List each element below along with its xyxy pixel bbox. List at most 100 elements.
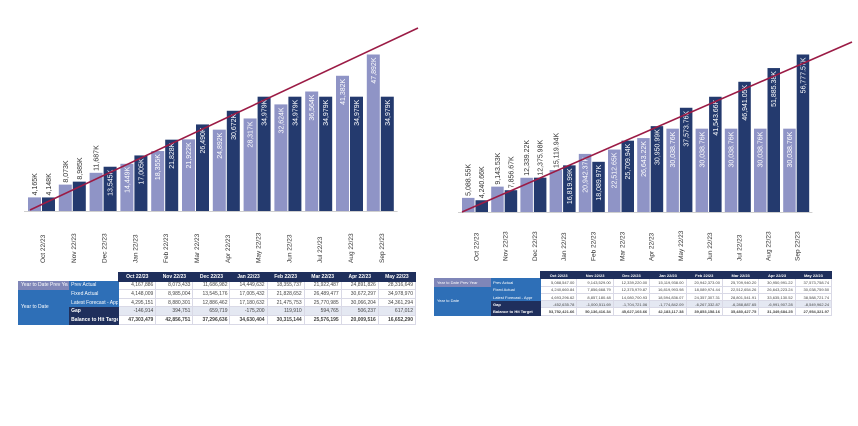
bar-label-s0-7: 30,038.76K — [670, 131, 677, 167]
bar-label-s1-7: 34,979K — [262, 99, 269, 125]
row-group-label: Year to Date — [434, 285, 491, 316]
column-header: Jan 22/23 — [229, 272, 268, 282]
bar-label-s0-8: 32,624K — [278, 107, 285, 133]
bar-s0-4 — [578, 153, 592, 212]
table-cell: 14,080,700.93 — [612, 292, 651, 302]
bar-s0-8 — [274, 104, 288, 211]
x-tick-label-1: Nov 22/23 — [503, 231, 510, 261]
table-cell: 33,635,130.52 — [758, 292, 796, 302]
table-cell: 5,088,547.00 — [539, 278, 578, 287]
row-label: Fixed Actual — [68, 289, 120, 299]
bar-s0-3 — [549, 170, 563, 212]
table-cell: -146,914 — [118, 306, 157, 316]
bar-s0-7 — [243, 118, 257, 211]
table-cell: 26,489,477 — [303, 289, 342, 299]
column-header: May 22/23 — [377, 272, 417, 282]
right-bar-chart: 5,088.55K 4,240.66K Oct 22/23 9,143.53K 7,85… — [458, 41, 853, 261]
column-header: Apr 22/23 — [340, 272, 379, 282]
bar-label-s0-3: 14,449K — [124, 166, 131, 192]
table-cell: -1,774,842.09 — [649, 300, 687, 309]
bar-s1-2 — [533, 177, 547, 212]
bar-label-s0-0: 4,165K — [32, 173, 39, 196]
table-cell: -175,200 — [229, 306, 268, 316]
bar-label-s1-7: 37,573.76K — [684, 110, 691, 146]
table-cell: 16,819,993.98 — [649, 285, 687, 294]
table-cell: 4,240,660.84 — [539, 285, 578, 294]
table-cell: 21,828,652 — [266, 289, 305, 299]
row-group-label: Year to Date Prev Year — [17, 280, 70, 291]
table-cell: 17,005,432 — [229, 289, 268, 299]
row-label: Balance to Hit Target — [68, 314, 120, 325]
table-cell: 25,770,985 — [303, 297, 342, 308]
x-tick-label-2: Dec 22/23 — [102, 233, 109, 263]
x-tick-label-9: Jul 22/23 — [317, 236, 324, 263]
x-tick-label-0: Oct 22/23 — [474, 232, 481, 261]
header-blank-cell — [491, 272, 541, 279]
bar-s1-9 — [319, 96, 333, 211]
bar-label-s0-2: 12,339.22K — [524, 140, 531, 176]
table-row: Year to Date Prev Year Prev Actual 5,088,5… — [434, 278, 833, 287]
table-cell: 21,475,753 — [266, 297, 305, 308]
bar-s1-6 — [650, 126, 664, 212]
table-row: Year to Date Fixed Actual 4,240,660.84 7,85… — [434, 285, 833, 316]
table-cell: 45,627,103.66 — [612, 307, 651, 316]
column-header: Dec 22/23 — [192, 272, 231, 282]
header-blank-cell — [69, 273, 119, 282]
table-cell: 28,801,541.91 — [721, 292, 760, 302]
row-label: Gap — [490, 300, 541, 309]
table-cell: 24,357,307.31 — [685, 292, 723, 302]
table-row: Balance to Hit Target 53,752,421.66 50,136… — [435, 307, 833, 316]
table-cell: 8,880,301 — [155, 297, 194, 308]
column-header: Nov 22/23 — [576, 270, 614, 280]
bar-label-s0-8: 30,038.76K — [699, 131, 706, 167]
table-cell: 28,316,649 — [377, 280, 417, 291]
table-cell: 53,752,421.66 — [539, 307, 578, 316]
table-cell: 12,375,979.87 — [612, 285, 651, 294]
table-row: Gap -452,635.78 -1,000,511.69 -1,704,721.06… — [435, 300, 833, 309]
bar-label-s0-1: 9,143.53K — [495, 152, 502, 184]
bar-label-s1-8: 34,979K — [292, 99, 299, 125]
table-cell: 37,573,758.74 — [794, 278, 833, 287]
header-blank-cell — [435, 272, 491, 279]
bar-s0-10 — [754, 128, 767, 212]
bar-label-s1-6: 30,672K — [231, 113, 238, 139]
bar-label-s0-11: 30,038.76K — [787, 131, 794, 167]
x-tick-label-1: Nov 22/23 — [71, 233, 78, 263]
table-cell: 506,237 — [340, 306, 379, 316]
bar-label-s1-0: 4,240.66K — [479, 166, 486, 198]
table-cell: 12,339,220.00 — [612, 278, 651, 287]
bar-s0-8 — [695, 128, 709, 212]
bar-s0-5 — [608, 149, 621, 212]
table-cell: 13,545,176 — [192, 289, 231, 299]
bar-label-s0-5: 21,922K — [186, 142, 193, 168]
bar-label-s0-9: 30,038.76K — [729, 131, 736, 167]
bar-label-s1-5: 26,490K — [200, 127, 207, 153]
bar-s1-1 — [504, 190, 518, 212]
x-tick-label-10: Aug 22/23 — [766, 231, 773, 261]
table-cell: 39,853,158.16 — [685, 307, 723, 316]
x-tick-label-11: Sep 22/23 — [379, 233, 386, 263]
table-cell: 34,978,970 — [377, 289, 417, 299]
column-header: May 22/23 — [794, 270, 833, 280]
bar-s0-2 — [520, 177, 533, 212]
table-cell: 25,709,940.20 — [721, 278, 760, 287]
bar-s0-3 — [120, 163, 134, 211]
bar-label-s0-4: 20,942.37K — [583, 157, 590, 193]
table-row: Balance to Hit Target 47,303,479 42,856,75… — [19, 314, 417, 325]
table-cell: -6,991,907.28 — [758, 300, 796, 309]
table-cell: 30,672,297 — [340, 289, 379, 299]
row-label: Fixed Actual — [490, 285, 541, 294]
bar-s1-3 — [134, 155, 148, 211]
bar-s0-2 — [89, 172, 103, 211]
bar-s0-1 — [491, 186, 504, 212]
table-cell: 617,012 — [377, 306, 417, 316]
table-cell: 27,954,321.97 — [794, 307, 833, 316]
table-cell: 35,480,427.75 — [721, 307, 760, 316]
bar-label-s0-0: 5,088.55K — [466, 164, 473, 196]
table-cell: 21,922,487 — [303, 280, 342, 291]
column-header: Feb 22/23 — [266, 272, 305, 282]
bar-s1-7 — [679, 107, 693, 212]
table-cell: 394,751 — [155, 306, 194, 316]
table-cell: 20,942,373.00 — [685, 278, 723, 287]
x-tick-label-9: Jul 22/23 — [736, 234, 743, 261]
